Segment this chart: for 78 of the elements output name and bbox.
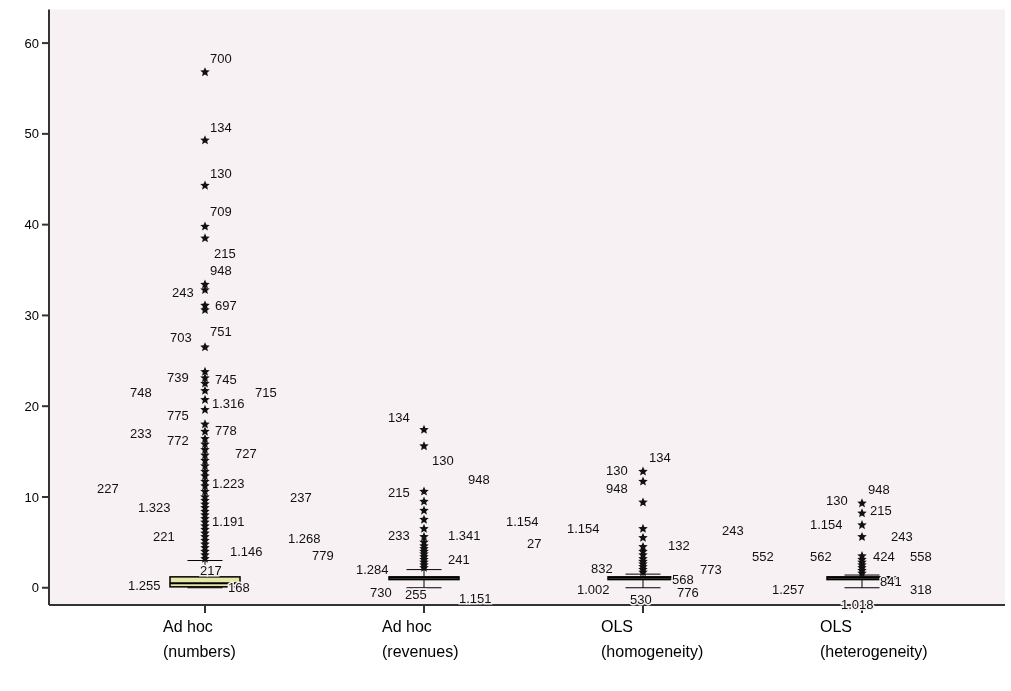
- annotation: 1.154: [810, 517, 843, 532]
- annotation: 832: [591, 561, 613, 576]
- y-tick-label: 50: [24, 126, 39, 142]
- annotation: 1.154: [567, 521, 600, 536]
- annotation: 748: [130, 385, 152, 400]
- annotation: 134: [210, 120, 232, 135]
- annotation: 134: [388, 410, 410, 425]
- x-tick-label: OLS (homogeneity): [601, 618, 704, 660]
- annotation: 558: [910, 549, 932, 564]
- y-tick-label: 20: [24, 398, 39, 414]
- annotation: 948: [868, 482, 890, 497]
- annotation: 243: [722, 523, 744, 538]
- annotation: 241: [448, 552, 470, 567]
- annotation: 948: [468, 472, 490, 487]
- annotation: 1.255: [128, 578, 161, 593]
- annotation: 751: [210, 324, 232, 339]
- annotation: 1.223: [212, 476, 245, 491]
- annotation: 773: [700, 562, 722, 577]
- annotation: 568: [672, 572, 694, 587]
- annotation: 697: [215, 298, 237, 313]
- annotation: 130: [826, 493, 848, 508]
- annotation: 715: [255, 385, 277, 400]
- annotation: 243: [172, 285, 194, 300]
- annotation: 318: [910, 582, 932, 597]
- annotation: 739: [167, 370, 189, 385]
- annotation: 130: [606, 463, 628, 478]
- annotation: 1.316: [212, 396, 245, 411]
- annotation: 562: [810, 549, 832, 564]
- annotation: 1.268: [288, 531, 321, 546]
- annotation: 255: [405, 587, 427, 602]
- annotation: 130: [432, 453, 454, 468]
- annotation: 132: [668, 538, 690, 553]
- annotation: 1.154: [506, 514, 539, 529]
- annotation: 27: [527, 536, 542, 551]
- annotation: 1.146: [230, 544, 263, 559]
- annotation: 233: [130, 426, 152, 441]
- annotation: 1.191: [212, 514, 245, 529]
- annotation: 775: [167, 408, 189, 423]
- annotation: 700: [210, 51, 232, 66]
- annotation: 237: [290, 490, 312, 505]
- y-tick-label: 30: [24, 307, 39, 323]
- annotation: 948: [606, 481, 628, 496]
- annotation: 243: [891, 529, 913, 544]
- x-tick-label: Ad hoc (revenues): [382, 618, 459, 660]
- annotation: 215: [870, 503, 892, 518]
- annotation: 552: [752, 549, 774, 564]
- annotation: 709: [210, 204, 232, 219]
- annotation: 227: [97, 481, 119, 496]
- x-tick-label: Ad hoc (numbers): [163, 618, 236, 660]
- annotation: 215: [388, 485, 410, 500]
- annotation: 1.151: [459, 591, 492, 606]
- annotation: 779: [312, 548, 334, 563]
- y-tick-label: 10: [24, 489, 39, 505]
- annotation: 1.341: [448, 528, 481, 543]
- annotation: 1.284: [356, 562, 389, 577]
- annotation: 217: [200, 563, 222, 578]
- y-tick-label: 40: [24, 217, 39, 233]
- annotation: 221: [153, 529, 175, 544]
- annotation: 134: [649, 450, 671, 465]
- annotation: 745: [215, 372, 237, 387]
- annotation: 1.323: [138, 500, 171, 515]
- annotation: 772: [167, 433, 189, 448]
- annotation: 778: [215, 423, 237, 438]
- annotation: 215: [214, 246, 236, 261]
- annotation: 776: [677, 585, 699, 600]
- annotation: 130: [210, 166, 232, 181]
- annotation: 948: [210, 263, 232, 278]
- x-tick-label: OLS (heterogeneity): [820, 618, 928, 660]
- y-tick-label: 0: [31, 580, 39, 596]
- annotation: 424: [873, 549, 895, 564]
- annotation: 703: [170, 330, 192, 345]
- annotation: 727: [235, 446, 257, 461]
- annotation: 1.002: [577, 582, 610, 597]
- annotation: 530: [630, 592, 652, 607]
- annotation: 1.257: [772, 582, 805, 597]
- annotation: 730: [370, 585, 392, 600]
- y-tick-label: 60: [24, 35, 39, 51]
- annotation: 233: [388, 528, 410, 543]
